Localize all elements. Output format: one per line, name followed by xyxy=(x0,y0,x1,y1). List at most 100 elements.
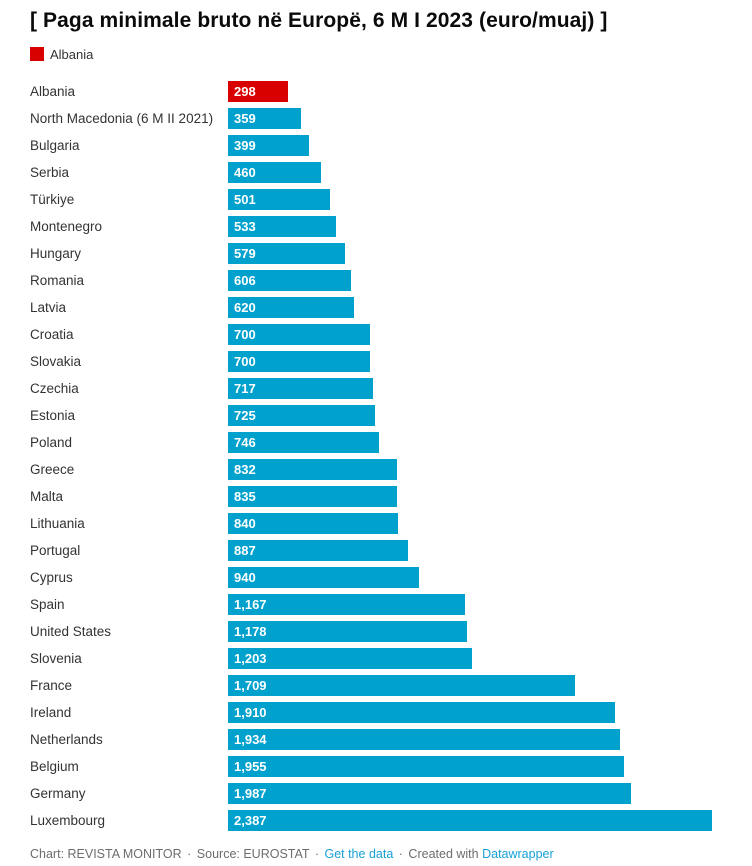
country-label: Bulgaria xyxy=(30,138,80,153)
chart-row: United States 1,178 xyxy=(30,618,722,645)
country-label: Slovakia xyxy=(30,354,82,369)
bar-track: 1,167 xyxy=(228,594,722,615)
country-label: Türkiye xyxy=(30,192,75,207)
bar: 700 xyxy=(228,351,370,372)
bar-track: 2,387 xyxy=(228,810,722,831)
country-label: Hungary xyxy=(30,246,82,261)
bar-value-label: 399 xyxy=(234,138,256,153)
chart-row: Belgium 1,955 xyxy=(30,753,722,780)
bar-track: 700 xyxy=(228,324,722,345)
datawrapper-link[interactable]: Datawrapper xyxy=(482,847,554,861)
country-label: Spain xyxy=(30,597,65,612)
bar: 725 xyxy=(228,405,375,426)
footer-source: Source: EUROSTAT xyxy=(196,847,310,861)
chart-row: Ireland 1,910 xyxy=(30,699,722,726)
chart-row: Germany 1,987 xyxy=(30,780,722,807)
get-the-data-link[interactable]: Get the data xyxy=(324,847,394,861)
country-label: Ireland xyxy=(30,705,72,720)
country-label: Albania xyxy=(30,84,76,99)
bar: 533 xyxy=(228,216,336,237)
footer-separator: · xyxy=(398,847,403,861)
bar-chart: Albania 298 North Macedonia (6 M II 2021) 3… xyxy=(30,78,722,834)
bar-track: 1,934 xyxy=(228,729,722,750)
bar-track: 887 xyxy=(228,540,722,561)
bar-value-label: 835 xyxy=(234,489,256,504)
bar-value-label: 359 xyxy=(234,111,256,126)
chart-row: Albania 298 xyxy=(30,78,722,105)
bar: 1,955 xyxy=(228,756,624,777)
bar: 399 xyxy=(228,135,309,156)
chart-row: Spain 1,167 xyxy=(30,591,722,618)
bar: 700 xyxy=(228,324,370,345)
bar-value-label: 606 xyxy=(234,273,256,288)
chart-row: Lithuania 840 xyxy=(30,510,722,537)
bar-track: 579 xyxy=(228,243,722,264)
bar-track: 501 xyxy=(228,189,722,210)
chart-row: Poland 746 xyxy=(30,429,722,456)
bar: 579 xyxy=(228,243,345,264)
legend-swatch-albania xyxy=(30,47,44,61)
country-label: Estonia xyxy=(30,408,76,423)
bar-value-label: 1,167 xyxy=(234,597,267,612)
legend: Albania xyxy=(30,47,722,62)
country-label: Romania xyxy=(30,273,85,288)
bar-track: 460 xyxy=(228,162,722,183)
bar: 835 xyxy=(228,486,397,507)
country-label: Slovenia xyxy=(30,651,82,666)
chart-row: Croatia 700 xyxy=(30,321,722,348)
bar-track: 1,203 xyxy=(228,648,722,669)
bar: 2,387 xyxy=(228,810,712,831)
country-label: Portugal xyxy=(30,543,81,558)
country-label: Luxembourg xyxy=(30,813,106,828)
country-label: Lithuania xyxy=(30,516,85,531)
chart-row: Montenegro 533 xyxy=(30,213,722,240)
bar-value-label: 1,934 xyxy=(234,732,267,747)
bar: 887 xyxy=(228,540,408,561)
bar: 1,910 xyxy=(228,702,615,723)
chart-row: Latvia 620 xyxy=(30,294,722,321)
country-label: Montenegro xyxy=(30,219,103,234)
bar: 1,709 xyxy=(228,675,575,696)
bar: 460 xyxy=(228,162,321,183)
bar-track: 840 xyxy=(228,513,722,534)
footer-chart-credit: Chart: REVISTA MONITOR xyxy=(30,847,182,861)
bar: 1,987 xyxy=(228,783,631,804)
bar: 1,167 xyxy=(228,594,465,615)
bar: 359 xyxy=(228,108,301,129)
footer-separator: · xyxy=(314,847,319,861)
bar-track: 399 xyxy=(228,135,722,156)
bar-track: 746 xyxy=(228,432,722,453)
chart-row: Luxembourg 2,387 xyxy=(30,807,722,834)
bar: 1,178 xyxy=(228,621,467,642)
chart-row: Romania 606 xyxy=(30,267,722,294)
bar-track: 298 xyxy=(228,81,722,102)
country-label: Serbia xyxy=(30,165,70,180)
country-label: Latvia xyxy=(30,300,67,315)
bar-value-label: 533 xyxy=(234,219,256,234)
footer-created-with: Created with xyxy=(408,847,479,861)
chart-row: Hungary 579 xyxy=(30,240,722,267)
bar-track: 533 xyxy=(228,216,722,237)
footer-separator: · xyxy=(187,847,192,861)
bar-track: 835 xyxy=(228,486,722,507)
bar-value-label: 1,955 xyxy=(234,759,267,774)
bar-value-label: 717 xyxy=(234,381,256,396)
chart-row: Estonia 725 xyxy=(30,402,722,429)
bar: 501 xyxy=(228,189,330,210)
bar: 1,934 xyxy=(228,729,620,750)
chart-row: Serbia 460 xyxy=(30,159,722,186)
bar-value-label: 940 xyxy=(234,570,256,585)
bar-track: 620 xyxy=(228,297,722,318)
country-label: Czechia xyxy=(30,381,79,396)
bar: 840 xyxy=(228,513,398,534)
country-label: Netherlands xyxy=(30,732,103,747)
bar-track: 606 xyxy=(228,270,722,291)
country-label: Malta xyxy=(30,489,64,504)
bar-value-label: 1,203 xyxy=(234,651,267,666)
page-title: [ Paga minimale bruto në Europë, 6 M I 2… xyxy=(30,9,608,32)
bar-value-label: 1,987 xyxy=(234,786,267,801)
chart-row: Malta 835 xyxy=(30,483,722,510)
bar-value-label: 460 xyxy=(234,165,256,180)
chart-row: Czechia 717 xyxy=(30,375,722,402)
